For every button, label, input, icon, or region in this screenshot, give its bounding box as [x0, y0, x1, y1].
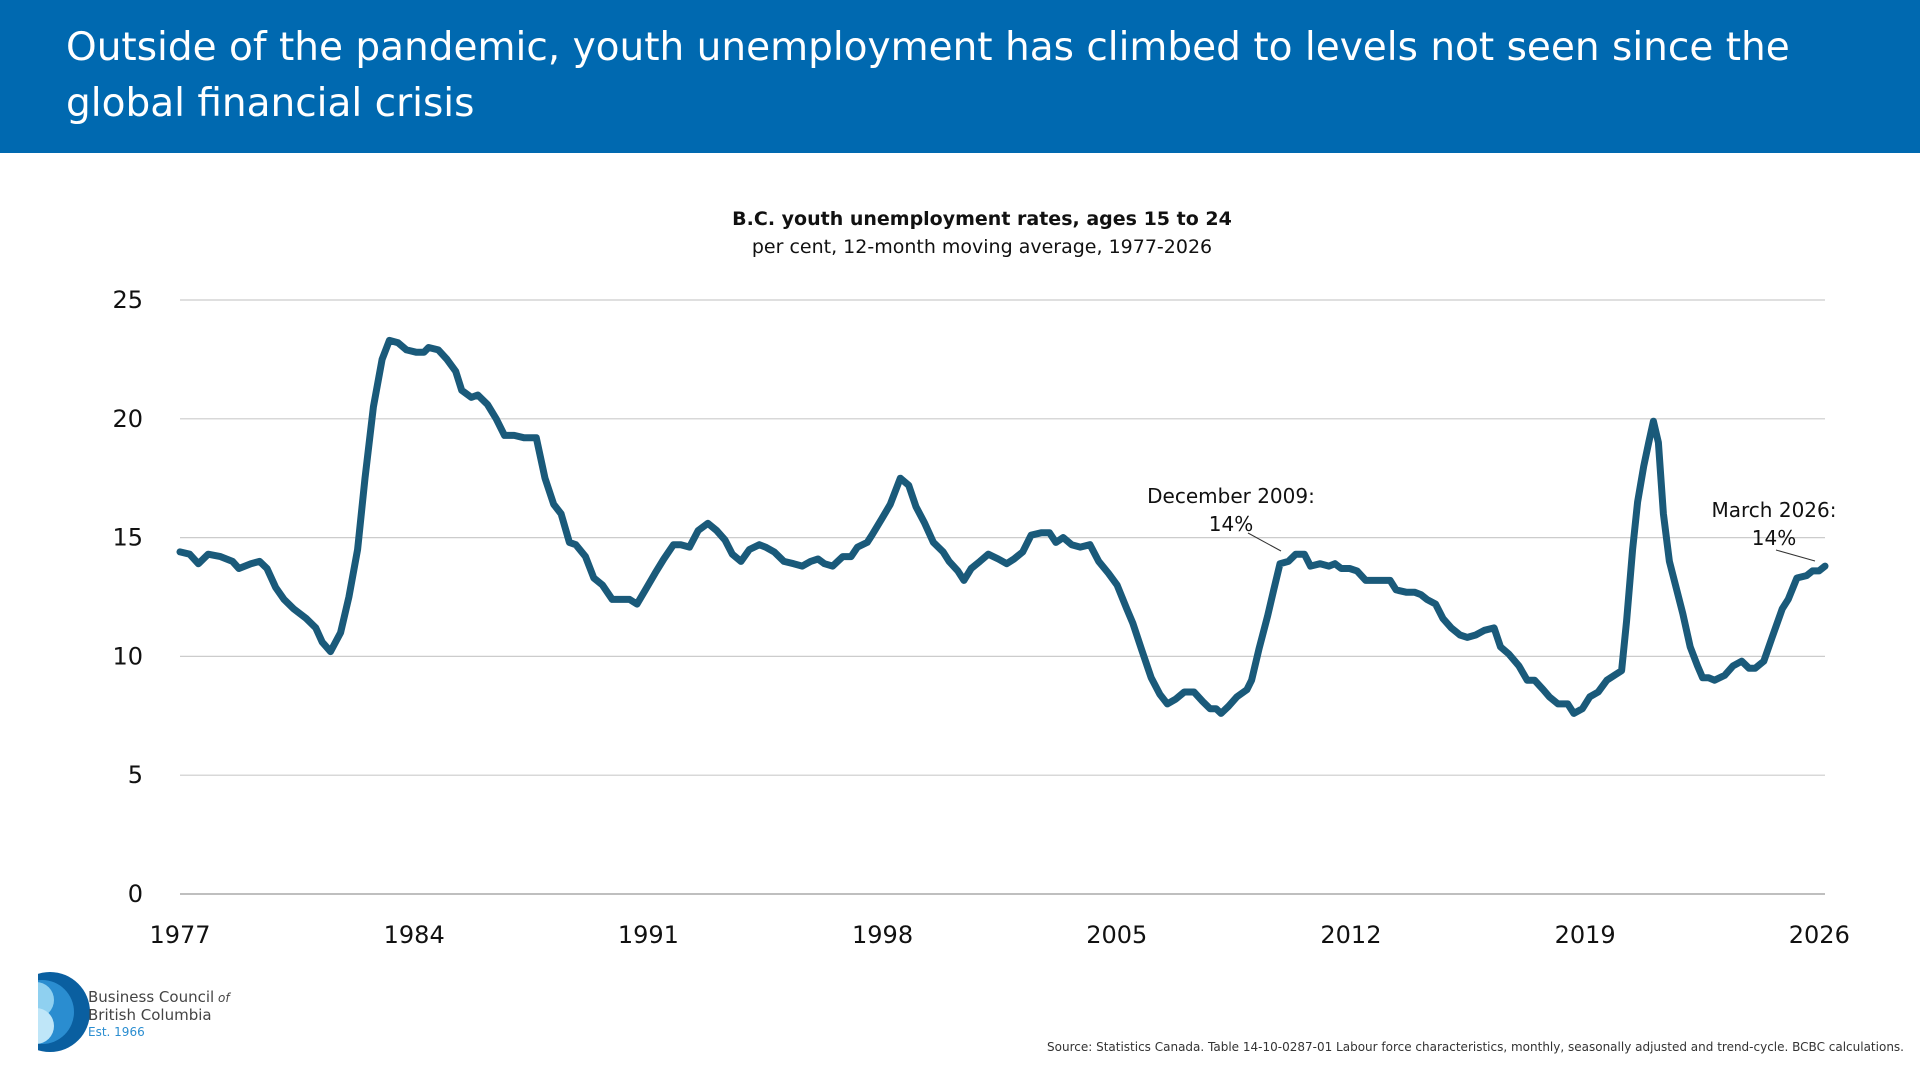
logo: Business Council of British Columbia Est…	[0, 960, 231, 1060]
logo-est: Est. 1966	[88, 1025, 145, 1039]
source-note: Source: Statistics Canada. Table 14-10-0…	[1047, 1040, 1904, 1054]
x-tick-label: 1977	[149, 921, 210, 949]
chart-subtitle: per cent, 12-month moving average, 1977-…	[752, 236, 1212, 258]
header: Outside of the pandemic, youth unemploym…	[0, 0, 1920, 153]
y-tick-label: 0	[128, 880, 143, 908]
annotation-text: 14%	[1752, 526, 1796, 550]
logo-text: Business Council	[88, 988, 214, 1006]
y-tick-label: 20	[112, 405, 143, 433]
x-tick-label: 2026	[1789, 921, 1850, 949]
y-tick-label: 5	[128, 761, 143, 789]
annotation-text: 14%	[1209, 512, 1253, 536]
logo-text: of	[218, 991, 231, 1005]
annotation-leader	[1775, 549, 1816, 562]
annotation-leader	[1247, 532, 1282, 552]
header-title: Outside of the pandemic, youth unemploym…	[66, 25, 1790, 126]
data-line	[176, 336, 1829, 717]
x-tick-label: 1991	[618, 921, 679, 949]
x-tick-label: 1998	[852, 921, 913, 949]
logo-mask	[0, 960, 38, 1060]
annotation-text: March 2026:	[1712, 498, 1837, 522]
x-tick-label: 1984	[384, 921, 445, 949]
logo-text: British Columbia	[88, 1006, 212, 1024]
chart-title: B.C. youth unemployment rates, ages 15 t…	[732, 208, 1232, 230]
annotation-text: December 2009:	[1147, 484, 1315, 508]
x-tick-label: 2005	[1086, 921, 1147, 949]
x-tick-label: 2012	[1320, 921, 1381, 949]
y-tick-label: 10	[112, 642, 143, 670]
x-tick-label: 2019	[1555, 921, 1616, 949]
y-tick-label: 15	[112, 524, 143, 552]
y-tick-label: 25	[112, 286, 143, 314]
